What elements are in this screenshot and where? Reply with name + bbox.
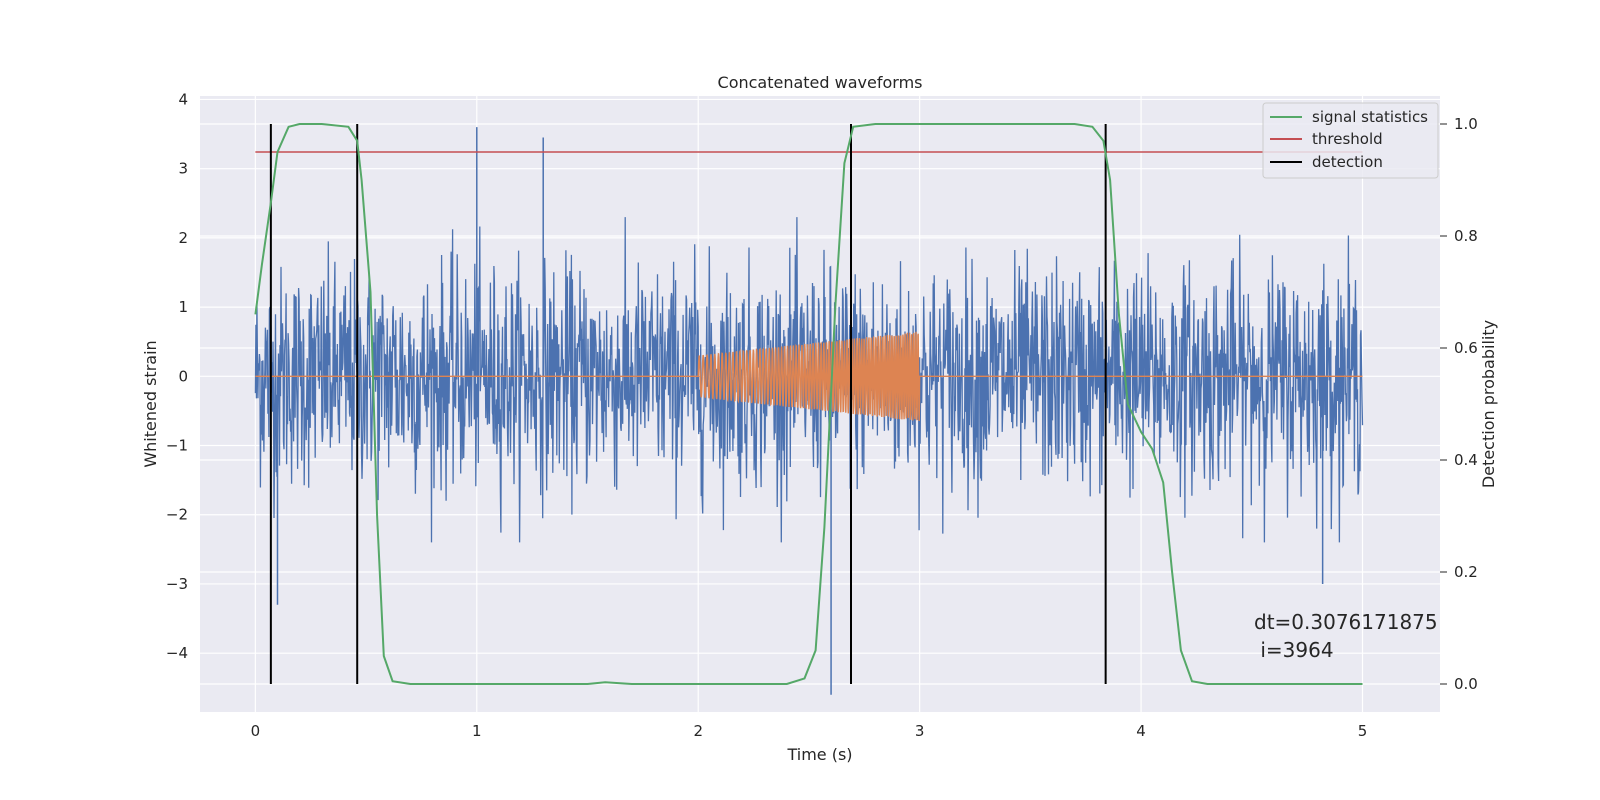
- legend-label-threshold: threshold: [1312, 130, 1383, 148]
- y-tick-label: −3: [166, 575, 188, 593]
- x-tick-label: 0: [251, 722, 261, 740]
- y2-tick-label: 0.0: [1454, 675, 1478, 693]
- y-tick-label: −1: [166, 437, 188, 455]
- y-tick-label: 1: [178, 298, 188, 316]
- y2-axis-label: Detection probability: [1479, 320, 1498, 488]
- y-tick-label: 4: [178, 90, 188, 108]
- y2-tick-label: 1.0: [1454, 115, 1478, 133]
- y-tick-label: 3: [178, 160, 188, 178]
- series-layer: [254, 123, 1364, 695]
- y-tick-label: −4: [166, 644, 188, 662]
- x-tick-label: 5: [1358, 722, 1368, 740]
- chart-title: Concatenated waveforms: [718, 73, 923, 92]
- legend-label-detection: detection: [1312, 153, 1383, 171]
- y2-tick-label: 0.2: [1454, 563, 1478, 581]
- y-axis-label: Whitened strain: [141, 340, 160, 467]
- y-tick-label: −2: [166, 506, 188, 524]
- y-tick-label: 0: [178, 367, 188, 385]
- annotation-dt: dt=0.3076171875: [1254, 610, 1438, 634]
- x-tick-label: 3: [915, 722, 925, 740]
- legend-box: [1262, 102, 1439, 179]
- x-tick-label: 2: [693, 722, 703, 740]
- series-strain-noise: [254, 217, 1364, 543]
- annotation: dt=0.3076171875 i=3964: [1254, 610, 1438, 662]
- legend-label-signal-statistics: signal statistics: [1312, 108, 1428, 126]
- y-tick-label: 2: [178, 229, 188, 247]
- y2-tick-label: 0.4: [1454, 451, 1478, 469]
- x-tick-label: 1: [472, 722, 482, 740]
- x-tick-label: 4: [1136, 722, 1146, 740]
- y-axis-left: −4 −3 −2 −1 0 1 2 3 4: [166, 90, 188, 662]
- x-axis: 0 1 2 3 4 5: [251, 722, 1368, 740]
- series-signal-statistics: [254, 123, 1363, 685]
- annotation-i: i=3964: [1254, 638, 1334, 662]
- legend: signal statistics threshold detection: [1262, 102, 1439, 179]
- y-axis-right: 0.0 0.2 0.4 0.6 0.8 1.0: [1440, 115, 1478, 693]
- x-axis-label: Time (s): [786, 745, 852, 764]
- y2-tick-label: 0.6: [1454, 339, 1478, 357]
- y2-tick-label: 0.8: [1454, 227, 1478, 245]
- series-template-chirp: [255, 331, 1363, 422]
